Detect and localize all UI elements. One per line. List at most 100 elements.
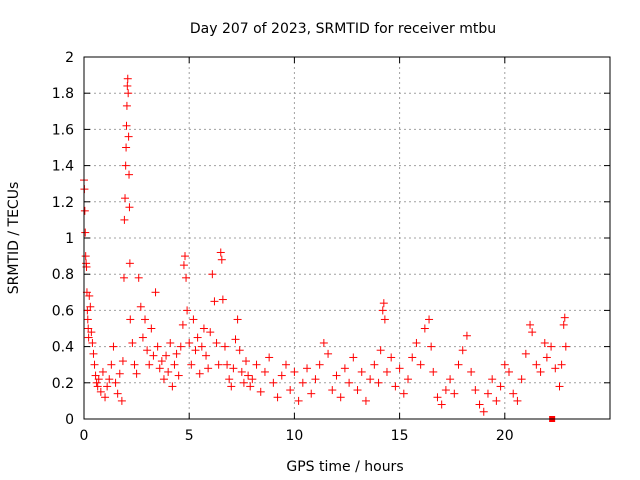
data-point <box>83 315 92 324</box>
data-point <box>561 342 570 351</box>
data-point <box>125 170 134 179</box>
data-point <box>475 400 484 409</box>
data-point <box>115 369 124 378</box>
data-point <box>220 342 229 351</box>
data-point <box>361 396 370 405</box>
data-point <box>185 338 194 347</box>
data-point <box>132 369 141 378</box>
data-point <box>103 382 112 391</box>
data-point <box>324 349 333 358</box>
data-point <box>223 360 232 369</box>
data-point <box>117 396 126 405</box>
data-point <box>176 342 185 351</box>
data-point <box>168 382 177 391</box>
data-point <box>130 360 139 369</box>
data-point <box>90 360 99 369</box>
data-point <box>206 328 215 337</box>
data-point <box>87 328 96 337</box>
data-point <box>126 315 135 324</box>
data-point <box>105 375 114 384</box>
data-point <box>521 349 530 358</box>
data-point <box>111 378 120 387</box>
data-point <box>408 353 417 362</box>
data-point <box>551 364 560 373</box>
data-point <box>107 360 116 369</box>
data-point <box>496 382 505 391</box>
data-point <box>458 346 467 355</box>
data-point <box>303 364 312 373</box>
data-point <box>273 393 282 402</box>
x-tick-label: 10 <box>285 428 303 444</box>
data-point <box>179 261 188 270</box>
data-point <box>239 378 248 387</box>
x-tick-label: 5 <box>185 428 194 444</box>
data-point <box>180 252 189 261</box>
data-point <box>121 161 130 170</box>
data-point <box>281 360 290 369</box>
data-point <box>559 320 568 329</box>
y-tick-label: 0.6 <box>52 303 74 319</box>
data-point <box>101 393 110 402</box>
data-point <box>517 375 526 384</box>
data-point <box>153 342 162 351</box>
y-tick-label: 2 <box>65 50 74 66</box>
data-point <box>96 387 105 396</box>
data-point <box>526 320 535 329</box>
data-point <box>492 396 501 405</box>
data-point <box>378 306 387 315</box>
y-tick-label: 0.2 <box>52 376 74 392</box>
data-point <box>189 315 198 324</box>
axis-ticks: 00.20.40.60.811.21.41.61.820 5 10 15 20 <box>52 50 610 444</box>
data-point <box>479 407 488 416</box>
data-point <box>216 248 225 257</box>
data-point <box>441 386 450 395</box>
data-point <box>233 315 242 324</box>
data-point <box>98 367 107 376</box>
data-point <box>214 360 223 369</box>
data-point <box>143 346 152 355</box>
data-point <box>141 315 150 324</box>
data-point <box>218 295 227 304</box>
data-point <box>119 273 128 282</box>
y-tick-label: 1.2 <box>52 195 74 211</box>
data-point <box>123 74 132 83</box>
data-point <box>391 382 400 391</box>
data-point <box>370 360 379 369</box>
data-point <box>357 367 366 376</box>
x-tick-label: 20 <box>496 428 514 444</box>
data-point <box>374 378 383 387</box>
data-point <box>277 371 286 380</box>
x-axis-label: GPS time / hours <box>286 459 403 475</box>
data-point <box>380 315 389 324</box>
data-point <box>231 335 240 344</box>
data-point <box>420 324 429 333</box>
data-point <box>379 299 388 308</box>
data-point <box>120 215 129 224</box>
data-point <box>81 252 90 261</box>
y-tick-label: 0 <box>65 412 74 428</box>
data-point <box>500 360 509 369</box>
data-point <box>290 367 299 376</box>
plot-frame <box>83 56 611 420</box>
data-point <box>286 386 295 395</box>
data-point <box>93 382 102 391</box>
data-point <box>328 386 337 395</box>
y-tick-label: 1 <box>65 231 74 247</box>
data-point <box>157 357 166 366</box>
data-point <box>229 364 238 373</box>
data-point <box>124 132 133 141</box>
y-axis-label: SRMTID / TECUs <box>6 182 22 295</box>
data-point <box>187 360 196 369</box>
data-point <box>349 353 358 362</box>
data-point <box>345 378 354 387</box>
data-point <box>412 338 421 347</box>
data-point <box>122 101 131 110</box>
data-point <box>382 367 391 376</box>
data-point <box>429 367 438 376</box>
data-point <box>332 371 341 380</box>
y-tick-label: 0.8 <box>52 267 74 283</box>
data-point <box>425 315 434 324</box>
data-point <box>433 393 442 402</box>
data-point <box>155 364 164 373</box>
